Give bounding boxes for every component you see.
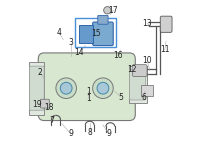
Text: 7: 7	[49, 116, 54, 125]
Text: 9: 9	[68, 129, 73, 138]
Text: 1: 1	[86, 94, 91, 103]
Circle shape	[56, 78, 76, 98]
Text: 11: 11	[160, 45, 169, 55]
Text: 3: 3	[68, 38, 73, 47]
Text: 5: 5	[118, 92, 123, 102]
Polygon shape	[141, 85, 153, 96]
Text: 1: 1	[86, 87, 91, 96]
Polygon shape	[79, 25, 93, 43]
Text: 6: 6	[142, 92, 147, 102]
Text: 15: 15	[91, 29, 100, 38]
Polygon shape	[129, 66, 147, 103]
Text: 12: 12	[128, 65, 137, 74]
Text: 14: 14	[75, 48, 84, 57]
Text: 8: 8	[87, 128, 92, 137]
Circle shape	[97, 82, 109, 94]
Text: 2: 2	[37, 67, 42, 77]
FancyBboxPatch shape	[29, 66, 44, 110]
Circle shape	[104, 7, 111, 14]
FancyBboxPatch shape	[129, 69, 146, 100]
Text: 9: 9	[106, 129, 111, 138]
Text: 13: 13	[142, 19, 152, 28]
Circle shape	[60, 82, 72, 94]
FancyBboxPatch shape	[93, 22, 113, 46]
Text: 19: 19	[32, 100, 42, 109]
FancyBboxPatch shape	[160, 16, 172, 32]
Text: 10: 10	[142, 56, 152, 65]
FancyBboxPatch shape	[38, 53, 135, 121]
Polygon shape	[29, 62, 44, 115]
Text: 17: 17	[108, 6, 118, 15]
FancyBboxPatch shape	[98, 15, 108, 24]
Text: 16: 16	[113, 51, 122, 60]
Text: 4: 4	[56, 28, 61, 37]
FancyBboxPatch shape	[132, 65, 147, 76]
Text: 18: 18	[44, 103, 53, 112]
FancyBboxPatch shape	[40, 99, 49, 108]
Circle shape	[93, 78, 113, 98]
